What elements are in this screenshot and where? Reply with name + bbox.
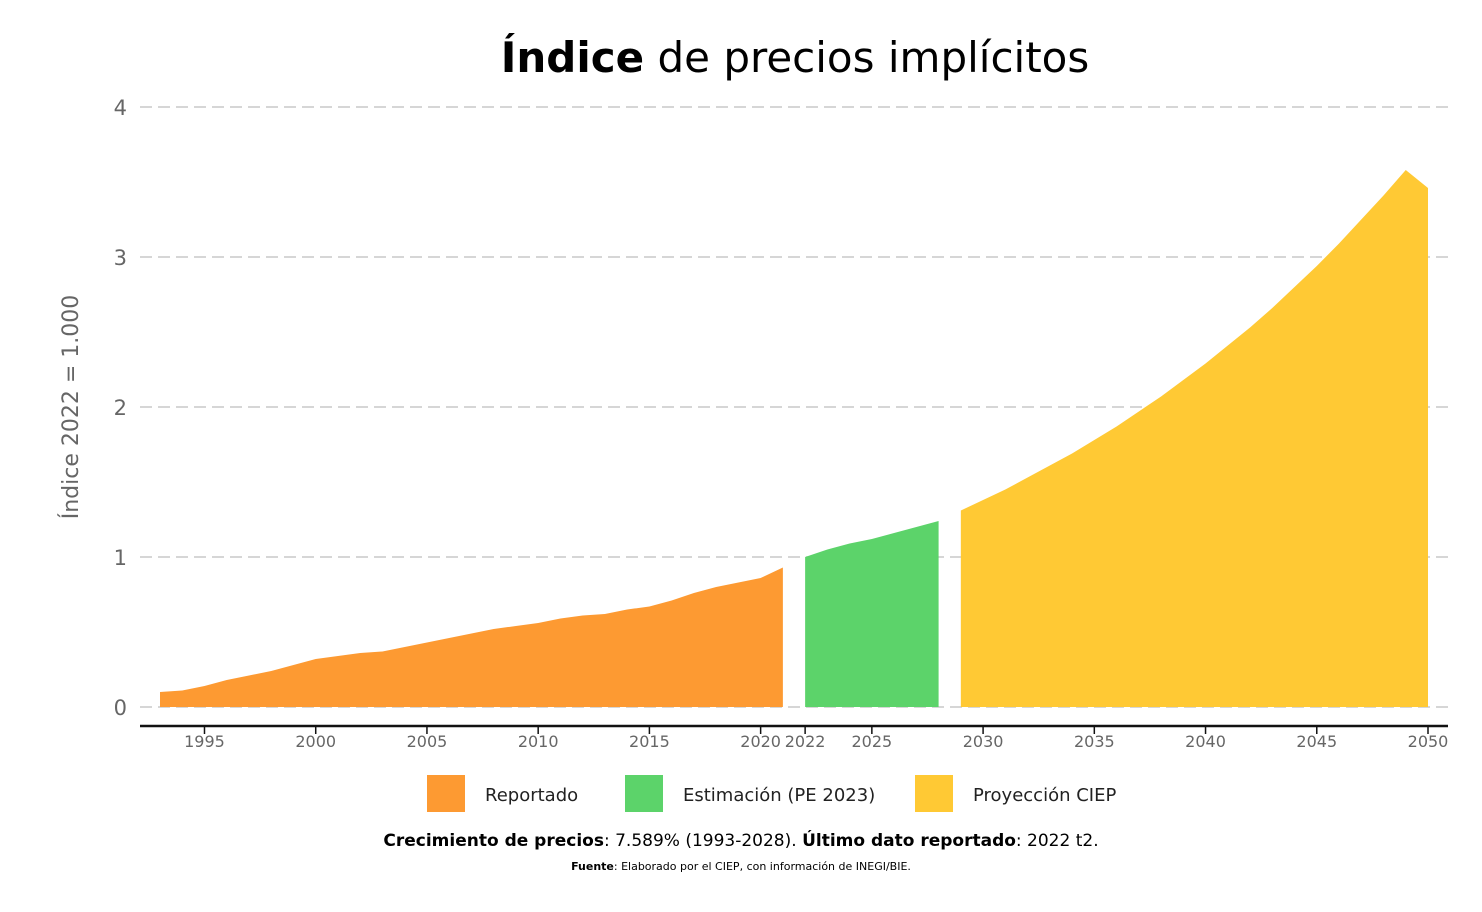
x-tick-label: 2022 <box>785 732 826 751</box>
legend-label: Estimación (PE 2023) <box>683 785 875 806</box>
footnote-source: Fuente: Elaborado por el CIEP, con infor… <box>0 859 1482 875</box>
area-series-1 <box>160 567 783 707</box>
area-series-2 <box>805 521 939 707</box>
x-tick-label: 2000 <box>295 732 336 751</box>
y-tick-label: 2 <box>114 396 127 420</box>
x-tick-label: 1995 <box>184 732 225 751</box>
x-tick-label: 2010 <box>518 732 559 751</box>
x-tick-label: 2035 <box>1074 732 1115 751</box>
axes: 0 1 2 3 4 1995 2000 2005 2010 2015 2020 2022 2025 203… <box>58 96 1448 751</box>
legend-label: Proyección CIEP <box>973 785 1116 806</box>
y-tick-label: 1 <box>114 546 127 570</box>
footnote-label-growth: Crecimiento de precios <box>383 831 604 851</box>
footnote-text-last: : 2022 t2. <box>1015 831 1099 851</box>
x-tick-label: 2005 <box>407 732 448 751</box>
series-areas <box>160 170 1428 707</box>
x-tick-label: 2045 <box>1296 732 1337 751</box>
x-tick-label: 2030 <box>963 732 1004 751</box>
y-tick-label: 0 <box>114 696 127 720</box>
legend-swatch <box>427 775 465 812</box>
x-tick-label: 2040 <box>1185 732 1226 751</box>
x-tick-label: 2050 <box>1408 732 1449 751</box>
y-axis-label: Índice 2022 = 1.000 <box>58 295 84 520</box>
legend-label: Reportado <box>485 785 578 806</box>
legend-swatch <box>625 775 663 812</box>
source-text: : Elaborado por el CIEP, con información… <box>613 860 911 873</box>
footnote-growth: Crecimiento de precios: 7.589% (1993-202… <box>0 829 1482 853</box>
chart-title-bold: Índice <box>500 33 645 82</box>
legend-swatch <box>915 775 953 812</box>
x-tick-label: 2025 <box>852 732 893 751</box>
footnote-label-last: Último dato reportado <box>802 831 1016 851</box>
chart-title: Índice de precios implícitos <box>140 30 1450 86</box>
x-tick-label: 2015 <box>629 732 670 751</box>
chart-title-rest: de precios implícitos <box>644 33 1090 82</box>
area-series-3 <box>960 170 1428 707</box>
y-tick-label: 4 <box>114 96 127 120</box>
footnote-text-growth: : 7.589% (1993-2028). <box>603 831 803 851</box>
x-tick-label: 2020 <box>740 732 781 751</box>
source-label: Fuente <box>571 860 614 873</box>
legend: Reportado Estimación (PE 2023) Proyección … <box>427 775 1116 812</box>
y-tick-label: 3 <box>114 246 127 270</box>
